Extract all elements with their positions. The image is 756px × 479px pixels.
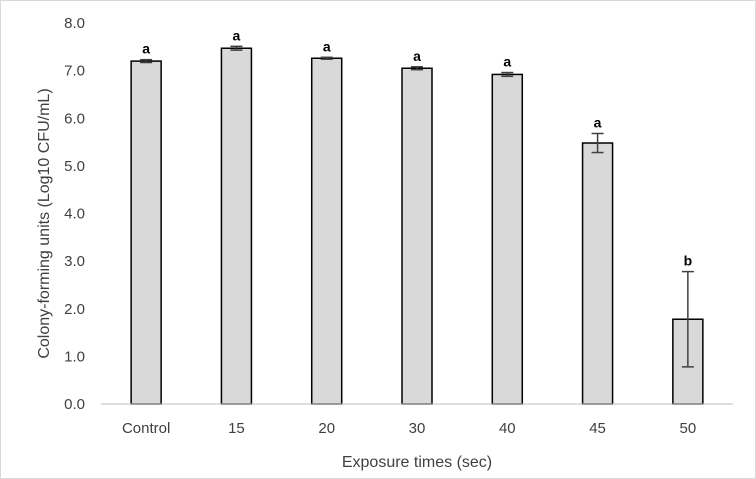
error-bar bbox=[320, 56, 333, 60]
y-tick-label: 4.0 bbox=[64, 206, 85, 223]
error-bar bbox=[591, 132, 604, 154]
x-tick-label: 20 bbox=[318, 420, 335, 437]
significance-letter: a bbox=[503, 54, 511, 70]
y-tick-label: 8.0 bbox=[64, 15, 85, 32]
y-tick-label: 7.0 bbox=[64, 63, 85, 80]
x-tick-label: 50 bbox=[680, 420, 697, 437]
x-tick-label: 45 bbox=[589, 420, 606, 437]
y-tick-label: 2.0 bbox=[64, 301, 85, 318]
x-tick-label: 15 bbox=[228, 420, 245, 437]
significance-letter: a bbox=[233, 27, 241, 43]
error-bar bbox=[501, 71, 514, 78]
significance-letter: a bbox=[323, 38, 331, 54]
significance-letter: a bbox=[594, 114, 602, 130]
y-tick-label: 5.0 bbox=[64, 158, 85, 175]
bar bbox=[581, 142, 614, 405]
error-bar bbox=[411, 66, 423, 71]
significance-letter: b bbox=[684, 253, 693, 269]
x-axis-ticks: Control 15 20 30 40 45 50 bbox=[122, 420, 696, 437]
error-bar bbox=[681, 270, 694, 368]
x-tick-label: Control bbox=[122, 420, 170, 437]
error-bar bbox=[140, 58, 153, 64]
x-tick-label: 30 bbox=[409, 420, 426, 437]
significance-letter: a bbox=[413, 48, 421, 64]
y-axis-title: Colony-forming units (Log10 CFU/mL) bbox=[36, 88, 53, 358]
y-axis-ticks: 0.0 1.0 2.0 3.0 4.0 5.0 6.0 7.0 8.0 bbox=[64, 15, 85, 413]
bar bbox=[220, 47, 253, 405]
x-tick-label: 40 bbox=[499, 420, 516, 437]
bar bbox=[130, 60, 162, 405]
error-bar bbox=[230, 45, 243, 51]
bar bbox=[310, 57, 343, 405]
error-bars bbox=[140, 45, 694, 368]
y-tick-label: 1.0 bbox=[64, 348, 85, 365]
y-tick-label: 0.0 bbox=[64, 396, 85, 413]
significance-letters: a a a a a a b bbox=[142, 27, 692, 268]
bar bbox=[491, 73, 524, 405]
significance-letter: a bbox=[142, 41, 150, 57]
bar bbox=[401, 67, 433, 405]
bars bbox=[130, 47, 704, 405]
y-tick-label: 6.0 bbox=[64, 110, 85, 127]
y-tick-label: 3.0 bbox=[64, 253, 85, 270]
x-axis-title: Exposure times (sec) bbox=[342, 454, 492, 471]
